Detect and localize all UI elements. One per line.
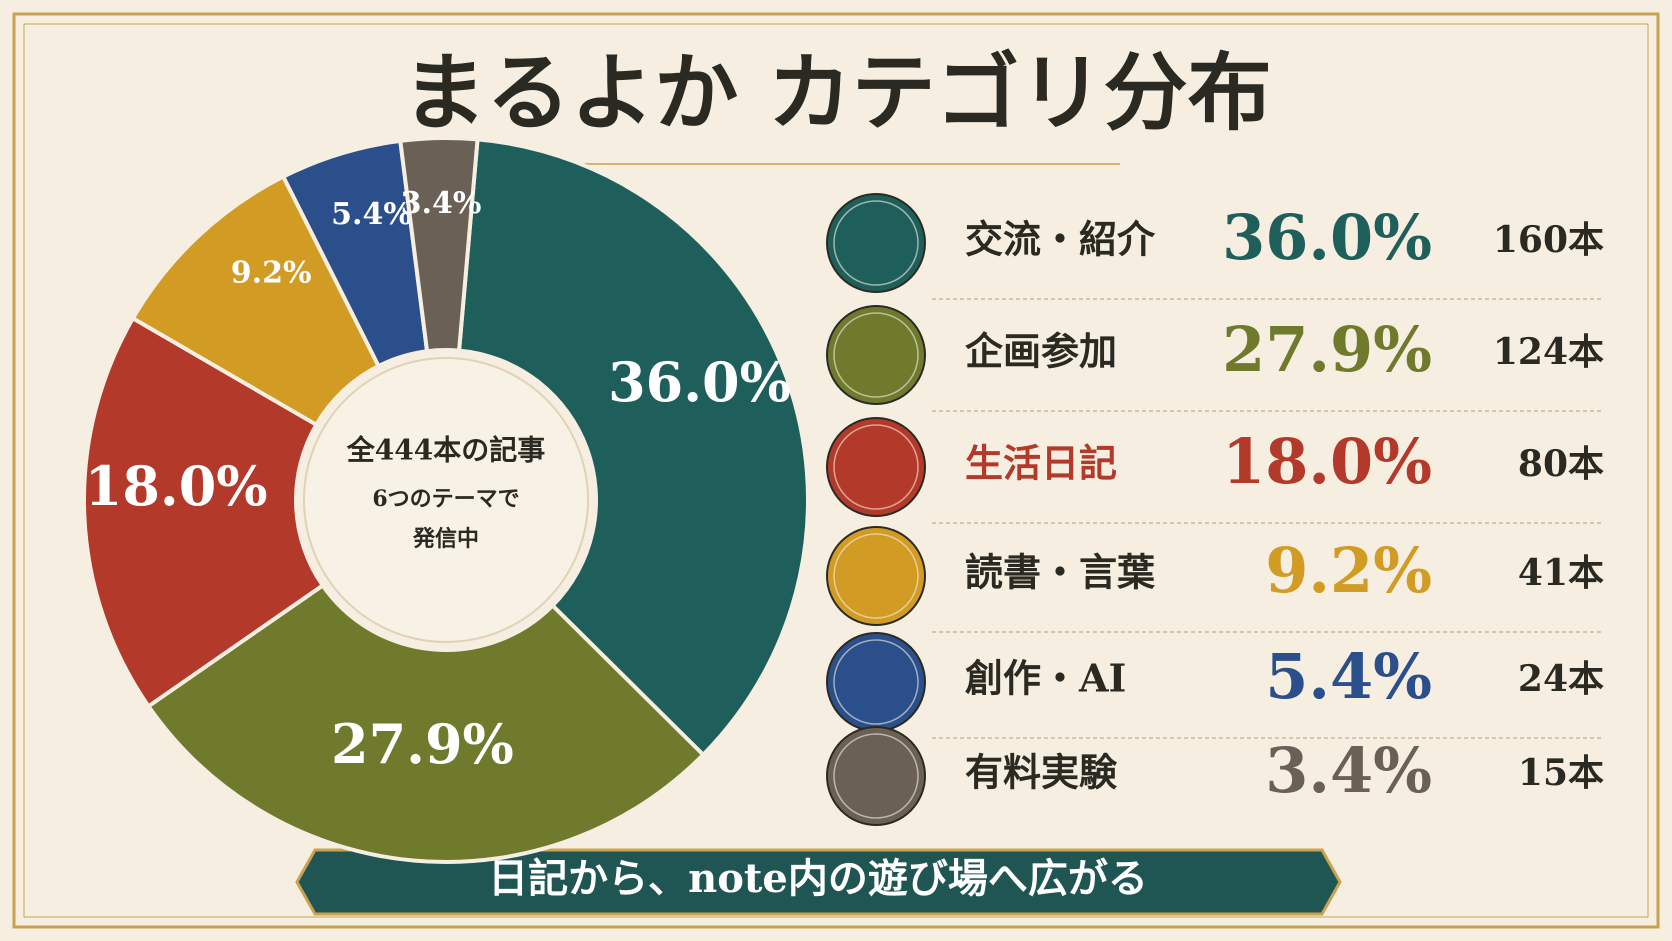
count-label: 80本 (1518, 443, 1604, 485)
value-label: 5.4% (1265, 640, 1432, 713)
legend-icon-ring (833, 533, 919, 619)
count-label: 160本 (1493, 219, 1604, 261)
count-label: 24本 (1518, 658, 1604, 700)
legend-icon-ring (833, 312, 919, 398)
slice-label: 18.0% (85, 454, 268, 518)
value-label: 36.0% (1222, 201, 1432, 274)
count-label: 124本 (1493, 331, 1604, 373)
pie-slice (456, 137, 810, 758)
slice-label: 9.2% (231, 255, 312, 290)
slice-label: 5.4% (331, 197, 412, 232)
center-text: 6つのテーマで (372, 486, 519, 512)
value-label: 3.4% (1265, 734, 1432, 807)
chart-title: まるよか カテゴリ分布 (402, 43, 1271, 142)
legend-icon-ring (833, 639, 919, 725)
value-label: 18.0% (1222, 425, 1432, 498)
frame-inner (23, 23, 1649, 918)
legend-label: 有料実験 (965, 750, 1118, 795)
legend-icon-ring (833, 424, 919, 510)
footer-banner (295, 848, 1342, 916)
legend-label: 企画参加 (965, 329, 1117, 374)
legend-icon (826, 726, 926, 826)
pie-slice (130, 173, 382, 428)
legend-icon-ring (833, 200, 919, 286)
legend-label: 創作・AI (965, 656, 1126, 701)
value-label: 27.9% (1222, 313, 1432, 386)
value-label: 9.2% (1265, 534, 1432, 607)
legend-icon-ring (833, 733, 919, 819)
center-text: 全444本の記事 (346, 434, 545, 467)
pie-slice (145, 582, 707, 864)
legend-label: 交流・紹介 (965, 217, 1156, 262)
count-label: 41本 (1518, 552, 1604, 594)
footer-text: 日記から、note内の遊び場へ広がる (488, 855, 1148, 902)
legend-icon (826, 193, 926, 293)
slice-label: 3.4% (401, 186, 482, 221)
legend-icon (826, 526, 926, 626)
legend-icon (826, 417, 926, 517)
legend-icon (826, 305, 926, 405)
pie-slice (398, 136, 480, 354)
frame (12, 12, 1660, 929)
slice-label: 27.9% (331, 712, 514, 776)
pie-slice (82, 315, 326, 710)
center-disc (303, 357, 589, 643)
legend-icon (826, 632, 926, 732)
slice-label: 36.0% (608, 350, 791, 414)
legend-label: 生活日記 (965, 441, 1117, 486)
legend-label: 読書・言葉 (965, 550, 1156, 595)
count-label: 15本 (1518, 752, 1604, 794)
center-text: 発信中 (412, 526, 479, 552)
